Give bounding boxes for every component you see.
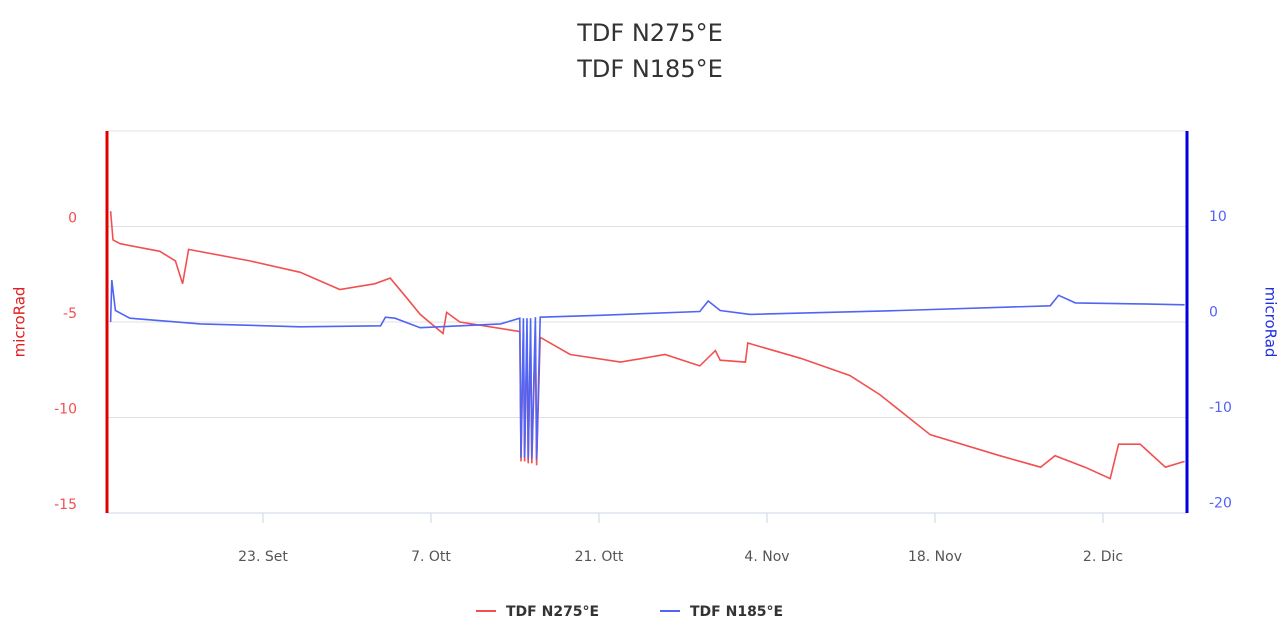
series-line: [109, 211, 1185, 480]
y-axis-label: microRad: [11, 287, 29, 358]
x-tick-label: 4. Nov: [744, 549, 789, 565]
x-tick-label: 18. Nov: [908, 549, 962, 565]
x-tick-label: 23. Set: [238, 549, 288, 565]
legend-label: TDF N275°E: [506, 604, 599, 620]
legend-label: TDF N185°E: [690, 604, 783, 620]
series-line: [109, 279, 1185, 460]
y-tick-label: -10: [54, 402, 77, 418]
y2-axis-label: microRad: [1262, 287, 1280, 358]
y-tick-label: -15: [54, 497, 77, 513]
y2-tick-label: 0: [1209, 304, 1218, 320]
x-tick-label: 21. Ott: [575, 549, 624, 565]
y-tick-label: 0: [68, 211, 77, 227]
y2-tick-label: -20: [1209, 495, 1232, 511]
x-tick-label: 2. Dic: [1083, 549, 1123, 565]
chart-title: TDF N275°E: [576, 19, 723, 47]
y-tick-label: -5: [63, 306, 77, 322]
chart-subtitle: TDF N185°E: [576, 55, 723, 83]
y2-tick-label: 10: [1209, 209, 1227, 225]
x-tick-label: 7. Ott: [411, 549, 451, 565]
y2-tick-label: -10: [1209, 400, 1232, 416]
